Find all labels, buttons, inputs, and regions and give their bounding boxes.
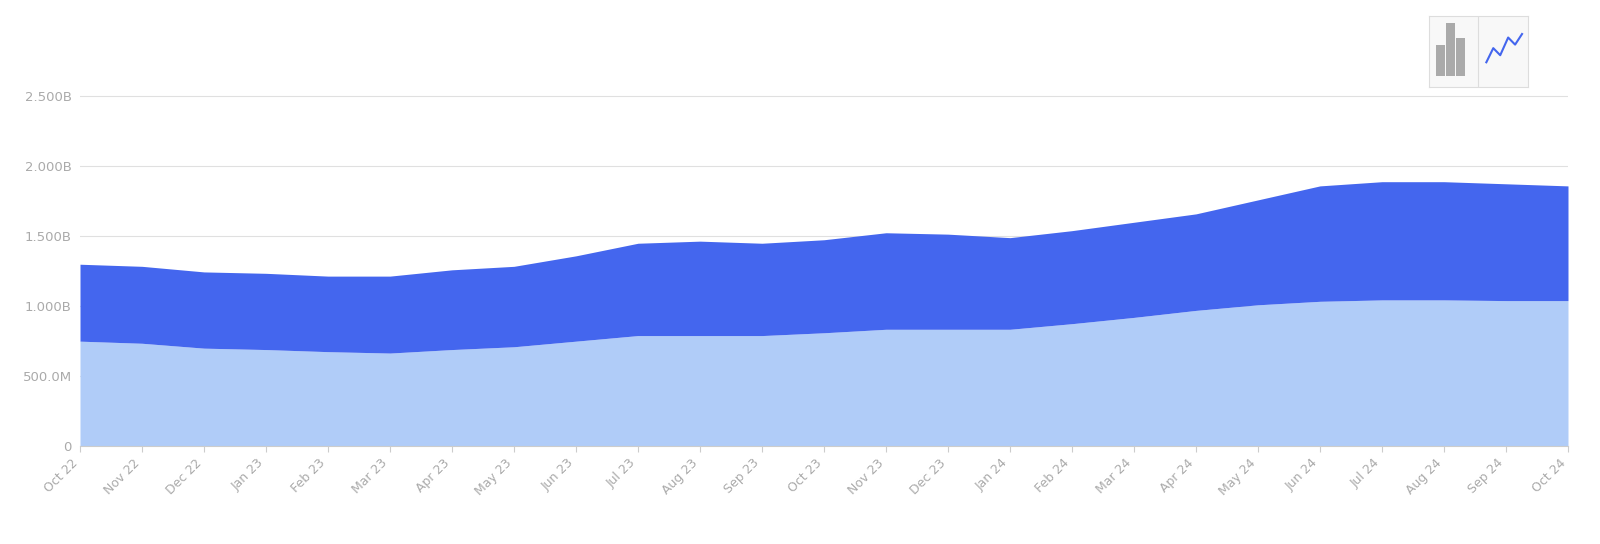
Bar xyxy=(1437,45,1445,77)
Bar xyxy=(1456,38,1466,77)
Bar xyxy=(1446,23,1454,77)
